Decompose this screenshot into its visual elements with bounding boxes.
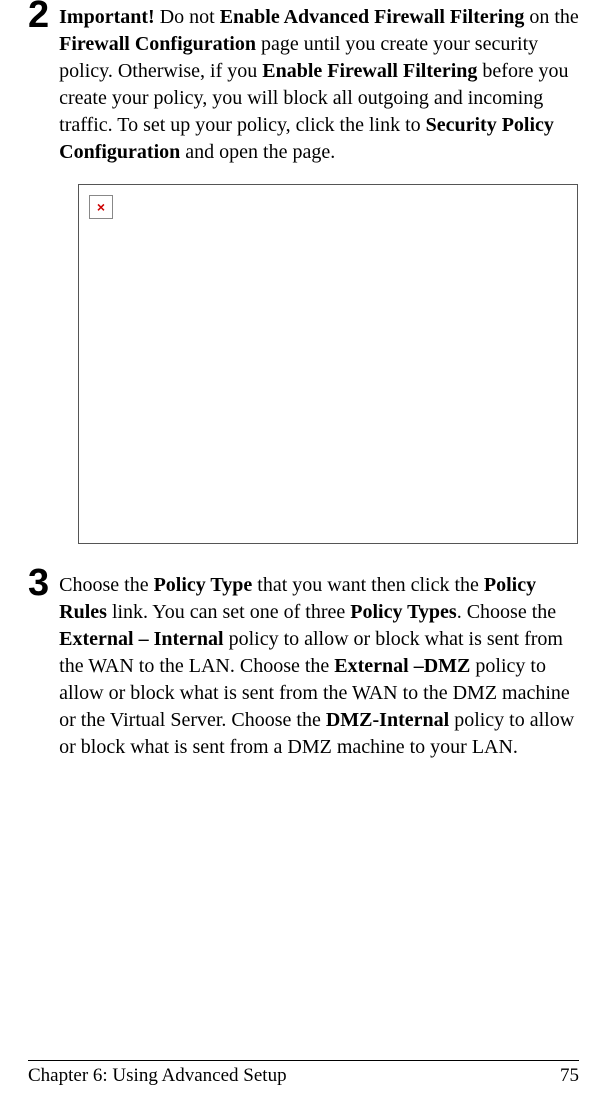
step-3: 3 Choose the Policy Type that you want t…	[28, 568, 579, 761]
text-segment: Policy Types	[350, 601, 456, 623]
footer-rule	[28, 1060, 579, 1061]
text-segment: Policy Type	[154, 574, 253, 596]
text-segment: and open the page.	[180, 141, 335, 163]
text-segment: on the	[524, 6, 578, 28]
broken-image-icon: ×	[89, 195, 113, 219]
footer-line: Chapter 6: Using Advanced Setup 75	[28, 1065, 579, 1087]
text-segment: Important!	[59, 6, 155, 28]
step-body: Choose the Policy Type that you want the…	[59, 568, 579, 761]
page-footer: Chapter 6: Using Advanced Setup 75	[28, 1060, 579, 1087]
text-segment: . Choose the	[457, 601, 556, 623]
text-segment: Firewall Configuration	[59, 33, 256, 55]
text-segment: link. You can set one of three	[107, 601, 350, 623]
figure-placeholder: ×	[78, 184, 578, 544]
text-segment: Enable Advanced Firewall Filtering	[220, 6, 525, 28]
text-segment: DMZ-Internal	[326, 709, 449, 731]
step-number: 3	[28, 564, 49, 602]
broken-image-glyph: ×	[97, 200, 105, 214]
step-2: 2 Important! Do not Enable Advanced Fire…	[28, 0, 579, 166]
text-segment: Choose the	[59, 574, 153, 596]
step-body: Important! Do not Enable Advanced Firewa…	[59, 0, 579, 166]
text-segment: Do not	[155, 6, 220, 28]
footer-page-number: 75	[560, 1065, 579, 1087]
document-page: 2 Important! Do not Enable Advanced Fire…	[0, 0, 607, 1109]
text-segment: that you want then click the	[252, 574, 484, 596]
text-segment: External –DMZ	[334, 655, 470, 677]
text-segment: External – Internal	[59, 628, 223, 650]
footer-chapter: Chapter 6: Using Advanced Setup	[28, 1065, 287, 1087]
step-number: 2	[28, 0, 49, 34]
text-segment: Enable Firewall Filtering	[262, 60, 477, 82]
